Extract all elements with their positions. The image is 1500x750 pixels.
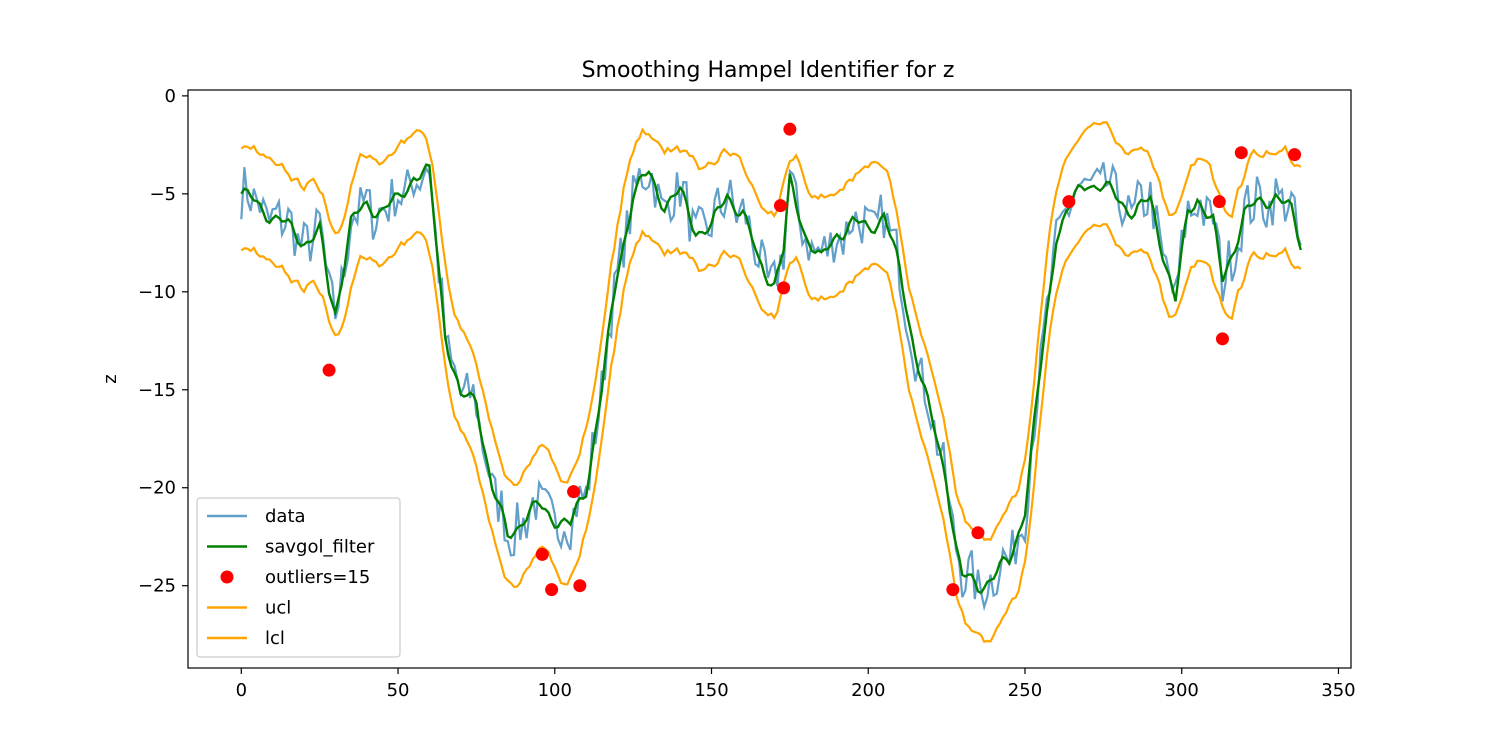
y-tick-label: −25	[138, 576, 176, 597]
outlier-point	[1234, 146, 1248, 160]
x-tick-label: 150	[694, 680, 728, 701]
y-axis: 0 −5 −10 −15 −20 −25	[138, 86, 188, 597]
y-tick-label: −20	[138, 478, 176, 499]
x-tick-label: 200	[851, 680, 885, 701]
outlier-point	[573, 579, 587, 593]
plot-area-frame	[187, 89, 1352, 669]
series-line-lcl	[240, 223, 1302, 643]
x-axis: 0 50 100 150 200 250 300 350	[236, 668, 1356, 701]
series-line-ucl	[240, 121, 1302, 542]
outlier-point	[545, 583, 559, 597]
outlier-point	[946, 583, 960, 597]
legend-frame	[196, 497, 401, 658]
series-line-data	[240, 162, 1302, 612]
legend-entry-outliers-label: outliers=15	[265, 567, 370, 588]
chart-title: Smoothing Hampel Identifier for z	[582, 58, 955, 83]
legend-entry-data-label: data	[265, 506, 306, 527]
legend-entry-outliers-swatch	[220, 570, 234, 584]
outlier-point	[535, 547, 549, 561]
x-tick-label: 100	[538, 680, 572, 701]
outlier-point	[1062, 195, 1076, 209]
x-tick-label: 350	[1321, 680, 1355, 701]
y-tick-label: 0	[165, 86, 176, 107]
outlier-point	[1288, 148, 1302, 162]
y-tick-label: −15	[138, 380, 176, 401]
outlier-point	[773, 199, 787, 213]
x-tick-label: 50	[387, 680, 410, 701]
outlier-point	[971, 526, 985, 540]
x-tick-label: 0	[236, 680, 247, 701]
outlier-point	[322, 363, 336, 377]
outlier-point	[1215, 332, 1229, 346]
outlier-point	[567, 485, 581, 499]
legend-entry-ucl-label: ucl	[265, 598, 291, 619]
outlier-point	[777, 281, 791, 295]
outlier-point	[783, 122, 797, 136]
x-tick-label: 250	[1008, 680, 1042, 701]
x-tick-label: 300	[1165, 680, 1199, 701]
y-tick-label: −5	[149, 184, 176, 205]
y-tick-label: −10	[138, 282, 176, 303]
series-line-savgol-filter	[240, 163, 1302, 595]
legend-entry-lcl-label: lcl	[265, 628, 285, 649]
y-axis-label: z	[100, 374, 121, 383]
legend: data savgol_filter outliers=15 ucl lcl	[196, 497, 401, 658]
legend-entry-savgol-filter-label: savgol_filter	[265, 537, 375, 558]
outlier-point	[1212, 195, 1226, 209]
